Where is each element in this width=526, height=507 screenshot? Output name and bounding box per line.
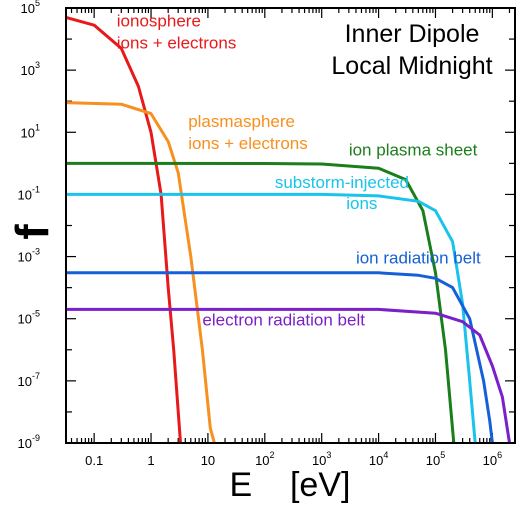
series-label-1-line-2: ions + electrons: [117, 34, 237, 53]
x-tick-label: 103: [312, 450, 331, 468]
series-label-3-line-1: ion plasma sheet: [349, 140, 478, 159]
y-tick-label: 10-5: [18, 309, 40, 327]
y-tick-label: 10-1: [18, 184, 40, 202]
y-tick-label: 10-7: [18, 371, 40, 389]
series-line-4: [66, 192, 477, 443]
x-tick-label: 106: [483, 450, 502, 468]
x-tick-label: 104: [369, 450, 388, 468]
series-label-1-line-1: ionosphere: [117, 12, 201, 31]
series-line-6: [66, 307, 511, 443]
chart-title-line-1: Inner Dipole: [345, 20, 480, 48]
y-tick-labels: 105 103 101 10-1 10-3 10-5 10-7 10-9: [18, 0, 40, 451]
y-tick-label: 103: [21, 60, 40, 78]
x-tick-label: 105: [426, 450, 445, 468]
series-line-2: [66, 101, 216, 443]
series-labels: ionosphere ions + electrons plasmasphere io…: [117, 12, 481, 330]
x-tick-label: 10: [201, 453, 215, 468]
y-tick-label: 101: [21, 122, 40, 140]
series-line-1: [66, 15, 182, 443]
y-tick-label: 105: [21, 0, 40, 16]
series-label-6-line-1: electron radiation belt: [202, 311, 365, 330]
chart-title-line-2: Local Midnight: [331, 52, 492, 80]
series-label-4-line-1: substorm-injected: [275, 173, 409, 192]
series-line-5: [66, 271, 494, 443]
x-tick-label: 0.1: [85, 453, 103, 468]
y-tick-label: 10-3: [18, 247, 40, 265]
series-curves: [66, 15, 511, 443]
series-label-2-line-1: plasmasphere: [188, 112, 295, 131]
series-label-5-line-1: ion radiation belt: [356, 248, 481, 267]
x-tick-label: 102: [255, 450, 274, 468]
series-label-2-line-2: ions + electrons: [188, 134, 308, 153]
y-tick-label: 10-9: [18, 433, 40, 451]
plot-frame: [65, 7, 516, 444]
series-line-3: [66, 161, 456, 443]
x-axis-title: E [eV]: [230, 466, 351, 504]
x-tick-label: 1: [147, 453, 154, 468]
x-tick-labels: 0.1 1 10 102 103 104 105 106: [85, 450, 502, 468]
y-axis-title: f: [6, 224, 58, 240]
series-label-4-line-2: ions: [346, 194, 377, 213]
